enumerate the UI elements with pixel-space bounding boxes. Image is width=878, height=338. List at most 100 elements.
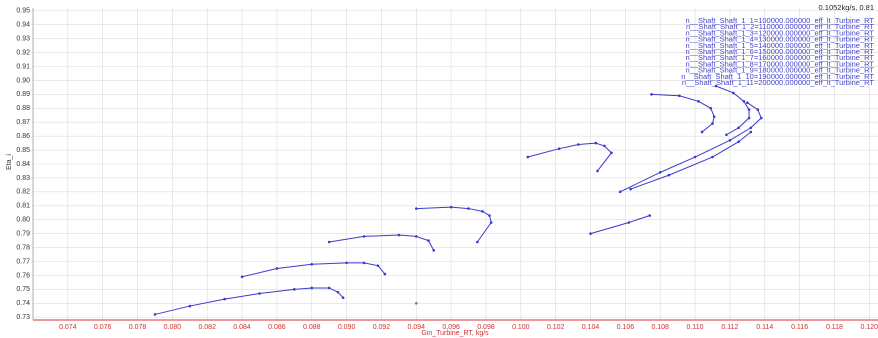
y-tick-label: 0.81 xyxy=(16,203,30,210)
x-tick-label: 0.090 xyxy=(338,324,356,331)
point xyxy=(275,267,279,270)
point xyxy=(711,155,714,159)
y-tick-label: 0.89 xyxy=(16,91,30,98)
point xyxy=(327,286,331,290)
series-line xyxy=(630,131,752,190)
legend-entry: n__Shaft_Shaft_1_10=190000.000000_eff_lt… xyxy=(681,72,874,81)
x-axis-label: Gin_Turbine_RT, kg/s xyxy=(421,330,489,337)
y-tick-label: 0.79 xyxy=(16,230,30,237)
point xyxy=(747,108,751,111)
legend-entry: n__Shaft_Shaft_1_4=130000.000000_eff_lt_… xyxy=(685,35,874,44)
point xyxy=(557,147,561,150)
y-tick-label: 0.75 xyxy=(16,286,30,293)
x-tick-label: 0.086 xyxy=(268,324,286,331)
point xyxy=(596,169,599,173)
legend-entry: n__Shaft_Shaft_1_1=100000.000000_eff_lt_… xyxy=(685,16,874,25)
y-tick-label: 0.84 xyxy=(16,161,30,168)
x-tick-label: 0.108 xyxy=(651,324,669,331)
point xyxy=(693,155,697,159)
y-tick-label: 0.74 xyxy=(16,300,30,307)
point xyxy=(697,100,700,103)
point xyxy=(336,290,340,294)
point xyxy=(603,144,606,148)
y-tick-label: 0.78 xyxy=(16,244,30,251)
x-tick-label: 0.106 xyxy=(617,324,635,331)
x-tick-label: 0.084 xyxy=(233,324,251,331)
x-tick-label: 0.102 xyxy=(547,324,565,331)
point xyxy=(188,304,192,308)
x-tick-label: 0.076 xyxy=(94,324,112,331)
point xyxy=(618,190,622,194)
x-tick-label: 0.120 xyxy=(861,324,878,331)
x-tick-label: 0.092 xyxy=(373,324,391,331)
point xyxy=(414,301,418,305)
point xyxy=(467,207,470,210)
legend-entry: n__Shaft_Shaft_1_9=180000.000000_eff_lt_… xyxy=(685,66,874,75)
point xyxy=(310,286,314,290)
series-line xyxy=(527,142,613,172)
point xyxy=(327,240,331,244)
point xyxy=(341,296,345,300)
y-tick-label: 0.90 xyxy=(16,77,30,84)
legend-entry: n__Shaft_Shaft_1_7=160000.000000_eff_lt_… xyxy=(685,53,874,62)
x-tick-label: 0.098 xyxy=(477,324,495,331)
y-tick-label: 0.80 xyxy=(16,217,30,224)
y-tick-label: 0.77 xyxy=(16,258,30,265)
x-tick-label: 0.080 xyxy=(164,324,182,331)
point xyxy=(648,214,652,217)
point xyxy=(223,297,226,301)
point xyxy=(747,116,751,120)
y-tick-label: 0.94 xyxy=(16,22,30,29)
series-line xyxy=(590,215,650,235)
point xyxy=(667,173,671,177)
point xyxy=(362,235,366,238)
point xyxy=(678,94,681,98)
y-tick-label: 0.95 xyxy=(16,8,30,15)
y-tick-label: 0.91 xyxy=(16,63,30,70)
series-line xyxy=(416,206,492,243)
point xyxy=(759,116,763,120)
y-tick-label: 0.88 xyxy=(16,105,30,112)
x-tick-label: 0.114 xyxy=(756,324,773,331)
y-tick-label: 0.92 xyxy=(16,49,30,56)
point xyxy=(488,214,491,217)
point xyxy=(258,292,261,295)
point xyxy=(475,240,479,244)
point xyxy=(658,171,662,174)
legend-entry: n__Shaft_Shaft_1_8=170000.000000_eff_lt_… xyxy=(685,59,874,68)
x-tick-label: 0.112 xyxy=(721,324,738,331)
point xyxy=(732,91,735,95)
point xyxy=(383,272,387,276)
point xyxy=(725,133,728,137)
series-line xyxy=(619,102,762,193)
point xyxy=(481,210,484,213)
point xyxy=(362,261,366,265)
point xyxy=(293,288,296,291)
x-tick-label: 0.104 xyxy=(582,324,600,331)
x-tick-label: 0.082 xyxy=(198,324,216,331)
point xyxy=(728,139,732,142)
x-tick-label: 0.096 xyxy=(442,324,460,331)
point xyxy=(589,232,592,235)
point xyxy=(414,207,418,210)
y-tick-label: 0.82 xyxy=(16,189,30,196)
legend-entry: n__Shaft_Shaft_1_6=150000.000000_eff_lt_… xyxy=(685,47,874,56)
point xyxy=(153,313,157,316)
point xyxy=(449,205,453,209)
legend-entry: n__Shaft_Shaft_1_2=110000.000000_eff_lt_… xyxy=(686,22,874,31)
point xyxy=(376,264,380,267)
point xyxy=(700,130,704,134)
y-tick-label: 0.85 xyxy=(16,147,30,154)
x-tick-label: 0.116 xyxy=(791,324,808,331)
point xyxy=(240,275,244,279)
point xyxy=(749,130,753,134)
point xyxy=(737,140,740,144)
y-tick-label: 0.83 xyxy=(16,175,30,182)
point xyxy=(711,122,714,125)
point xyxy=(610,151,613,155)
series-line xyxy=(241,262,386,278)
point xyxy=(594,141,598,145)
x-tick-label: 0.094 xyxy=(408,324,426,331)
point xyxy=(756,108,760,111)
series-line xyxy=(154,287,344,315)
